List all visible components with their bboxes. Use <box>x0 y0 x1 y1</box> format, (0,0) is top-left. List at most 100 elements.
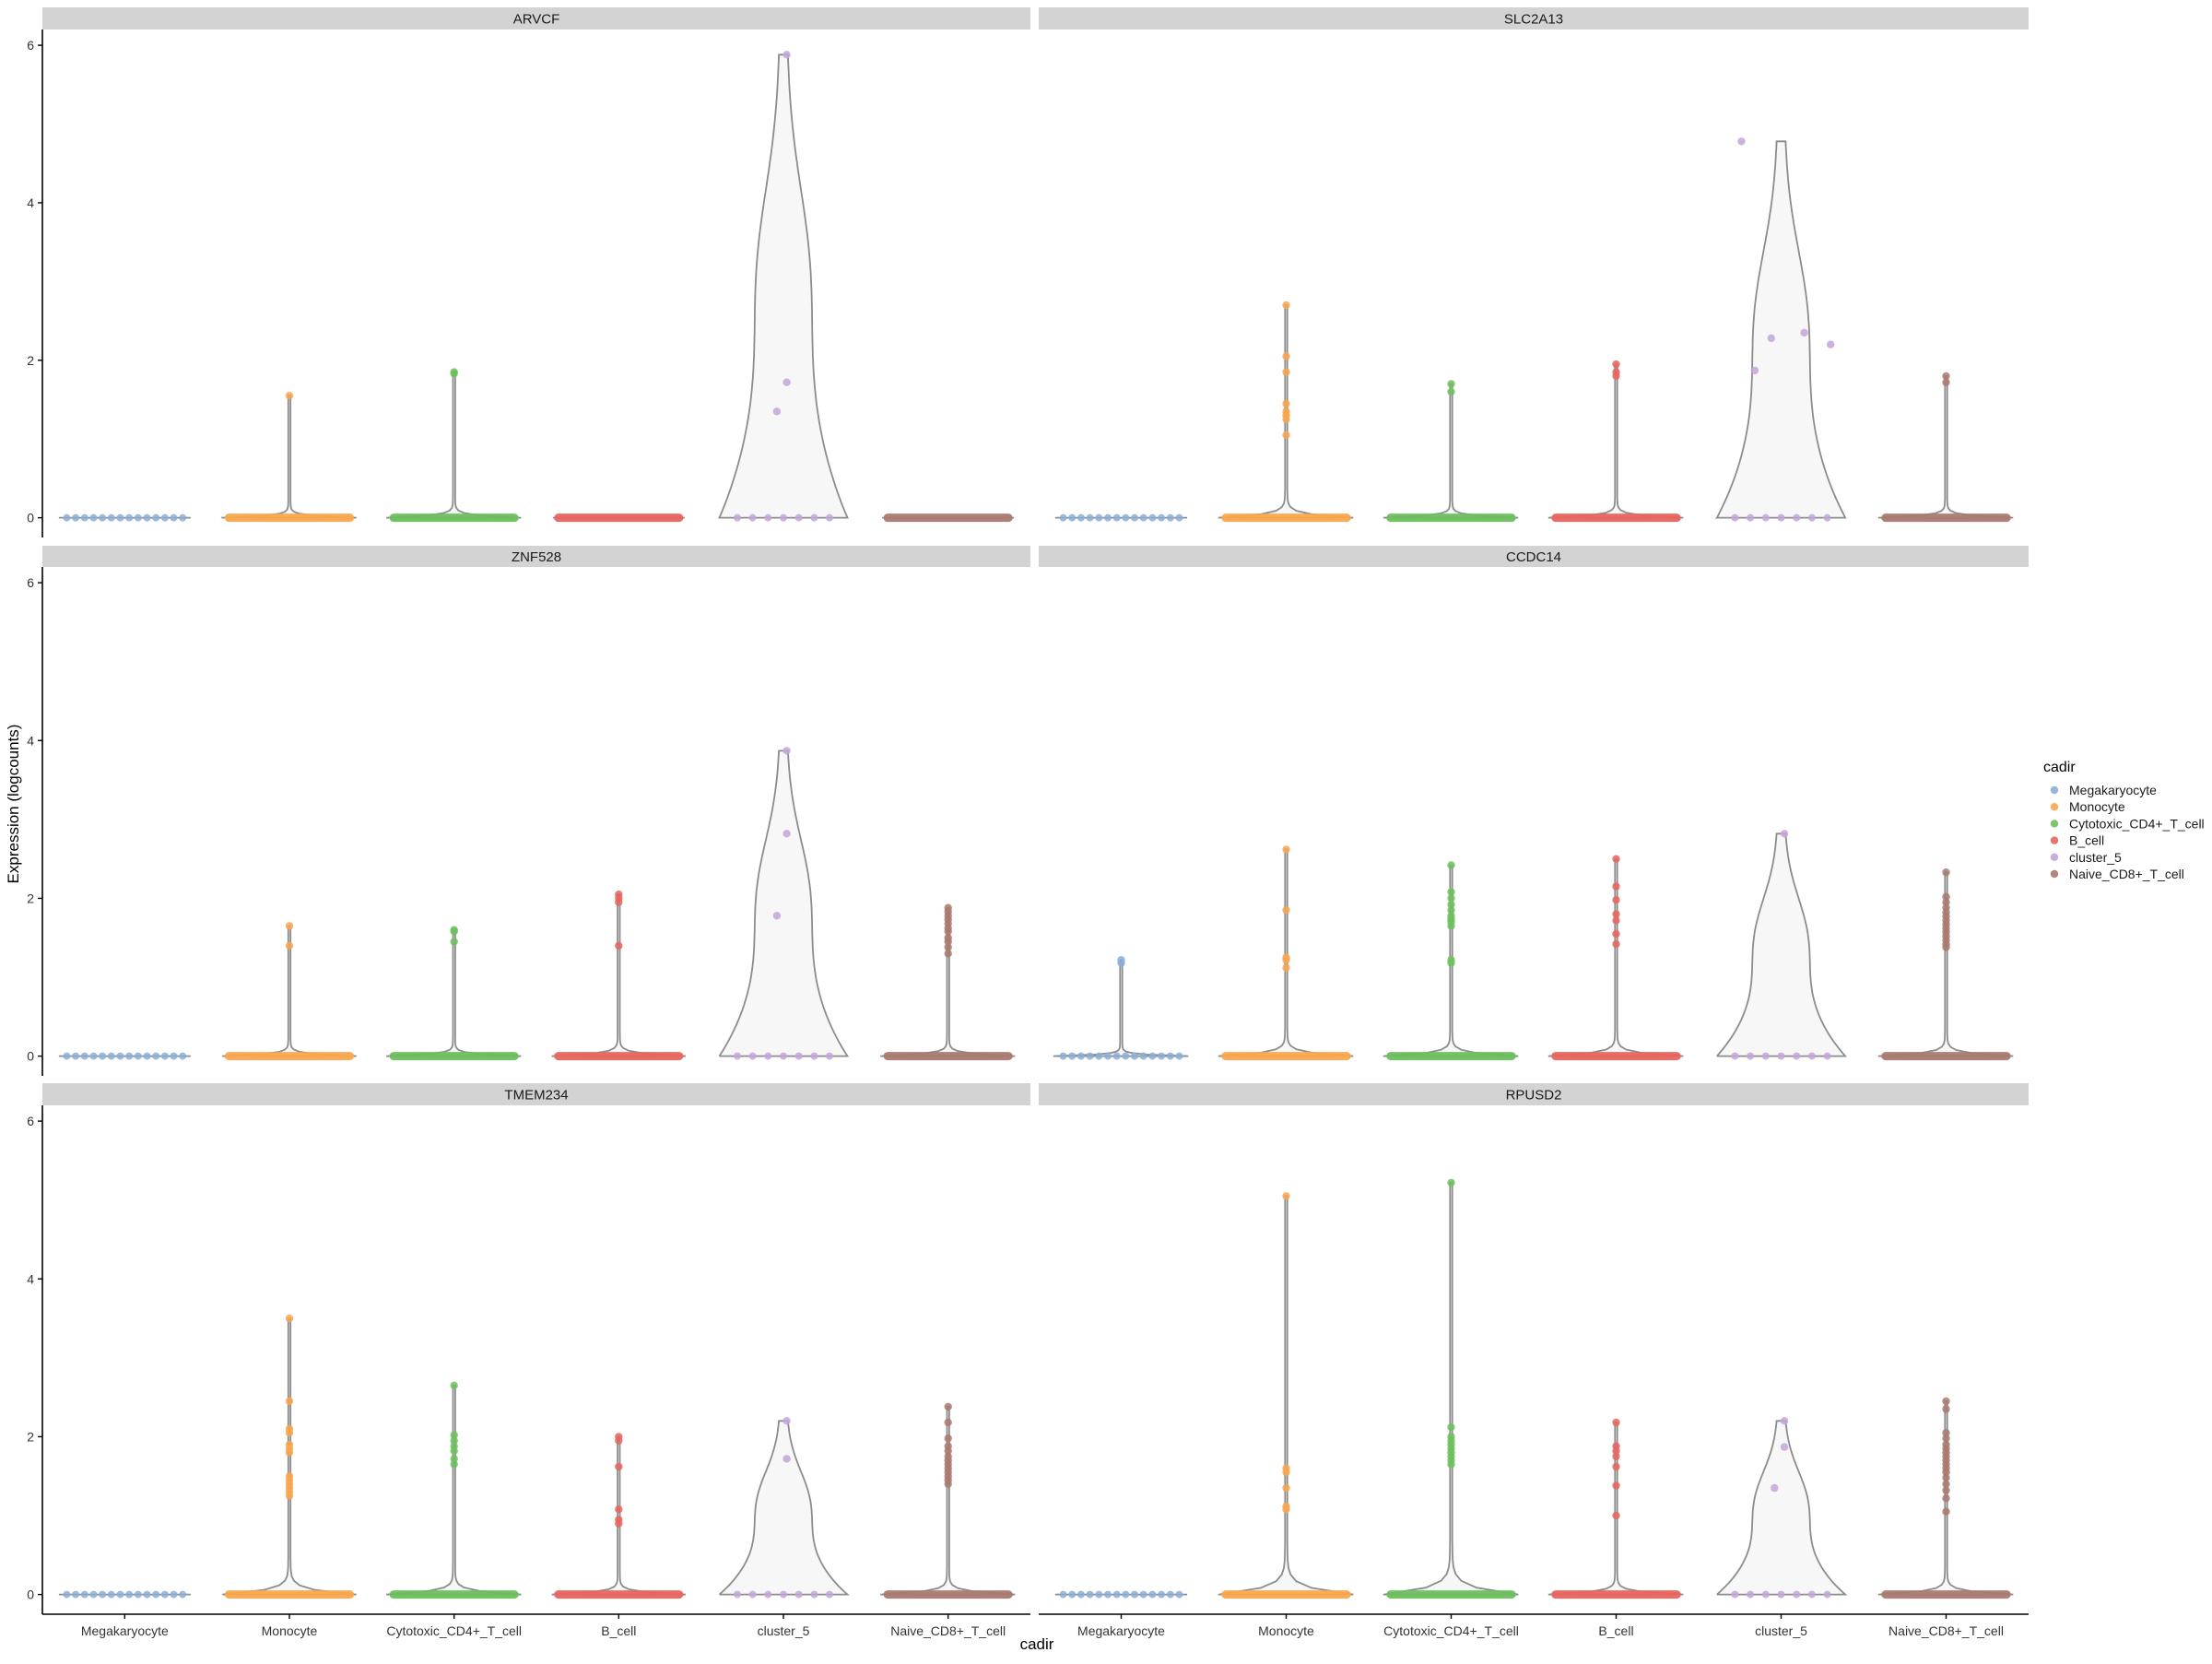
zero-point-band <box>554 1052 684 1061</box>
data-point <box>1942 1468 1950 1477</box>
violin-shape <box>220 395 357 519</box>
violin-group-cytotoxic-cd4-t-cell <box>1382 380 1519 523</box>
violin-group-cluster-5 <box>1716 1417 1848 1599</box>
data-point-zero <box>107 1052 115 1060</box>
data-point <box>944 1480 952 1489</box>
zero-point-band <box>1386 1590 1516 1599</box>
data-point-zero <box>734 513 741 522</box>
data-point-zero <box>1158 1052 1166 1060</box>
zero-point-band <box>389 1590 519 1599</box>
data-point-zero <box>1777 1590 1785 1599</box>
y-tick-label: 0 <box>27 1587 34 1602</box>
data-point-zero <box>99 1052 107 1060</box>
data-point <box>1612 360 1620 369</box>
x-tick-label: Cytotoxic_CD4+_T_cell <box>386 1623 522 1638</box>
data-point <box>1612 372 1620 381</box>
data-point-zero <box>143 1590 151 1599</box>
data-point-zero <box>179 513 187 522</box>
data-point-zero <box>1807 513 1816 522</box>
data-point-zero <box>1095 1590 1103 1599</box>
data-point <box>1942 1507 1950 1516</box>
data-point-zero <box>748 1590 757 1599</box>
x-tick-label: B_cell <box>1598 1623 1633 1638</box>
data-point-zero <box>134 513 142 522</box>
data-point <box>1612 1481 1620 1490</box>
legend-swatch <box>2050 785 2059 795</box>
data-point <box>450 1446 458 1456</box>
violin-group-monocyte <box>220 392 357 523</box>
violin-shape <box>386 928 522 1057</box>
y-tick-label: 2 <box>27 353 34 368</box>
data-point-zero <box>1793 1590 1801 1599</box>
violin-group-cytotoxic-cd4-t-cell <box>386 368 522 523</box>
data-point-zero <box>116 1590 124 1599</box>
data-point-zero <box>780 1590 787 1599</box>
data-point <box>1447 380 1455 388</box>
violin-shape <box>1383 1182 1519 1596</box>
data-point <box>615 1462 623 1471</box>
panel-arvcf: ARVCF 0 2 4 6 <box>27 7 1030 537</box>
violin-group-cytotoxic-cd4-t-cell <box>386 926 522 1061</box>
zero-point-band <box>1551 1590 1681 1599</box>
zero-point-band <box>224 1052 355 1061</box>
x-tick-label: Megakaryocyte <box>81 1623 169 1638</box>
data-point <box>1282 301 1290 310</box>
data-point-zero <box>794 513 803 522</box>
data-point <box>285 392 294 400</box>
data-point-zero <box>152 1590 160 1599</box>
violin-group-monocyte <box>1218 1192 1354 1599</box>
legend-label: cluster_5 <box>2069 850 2122 865</box>
data-point-zero <box>80 1052 88 1060</box>
x-tick-label: Naive_CD8+_T_cell <box>1888 1623 2004 1638</box>
data-point-zero <box>80 513 88 522</box>
data-point <box>450 1381 458 1390</box>
data-point-zero <box>826 1052 833 1060</box>
facet-strip <box>1039 546 2029 567</box>
data-point-zero <box>1777 1052 1785 1060</box>
data-point <box>944 1402 952 1411</box>
data-point-zero <box>1747 1590 1755 1599</box>
zero-point-band <box>1551 1052 1681 1061</box>
legend-swatch <box>2050 820 2059 828</box>
data-point <box>1800 328 1808 337</box>
data-point <box>285 1429 294 1437</box>
violin-shape <box>1053 959 1189 1057</box>
violin-group-monocyte <box>222 1314 357 1599</box>
data-point <box>285 1448 294 1457</box>
data-point-zero <box>1122 1590 1130 1599</box>
data-point <box>1780 830 1789 838</box>
data-point <box>1282 415 1290 424</box>
panel-znf528: ZNF528 0 2 4 6 <box>27 546 1030 1076</box>
violin-group-megakaryocyte <box>1054 1590 1188 1599</box>
data-point-zero <box>1131 1590 1138 1599</box>
legend-swatch <box>2050 836 2059 844</box>
data-point-zero <box>1086 1590 1094 1599</box>
data-point <box>1447 906 1455 915</box>
zero-point-band <box>1221 513 1351 523</box>
data-point-zero <box>1148 513 1157 522</box>
data-point-zero <box>1166 1052 1174 1060</box>
data-point-zero <box>1761 513 1770 522</box>
data-point-zero <box>170 513 178 522</box>
data-point-zero <box>1139 1052 1147 1060</box>
violin-group-naive-cd8-t-cell <box>1878 868 2014 1061</box>
data-point-zero <box>179 1052 187 1060</box>
zero-point-band <box>1386 513 1516 523</box>
x-tick-label: Monocyte <box>262 1623 318 1638</box>
data-point <box>615 1505 623 1514</box>
data-point-zero <box>1112 1052 1121 1060</box>
data-point <box>1750 366 1759 375</box>
data-point-zero <box>99 513 107 522</box>
data-point <box>1447 861 1455 869</box>
data-point-zero <box>1175 1052 1183 1060</box>
data-point-zero <box>1158 513 1166 522</box>
data-point <box>1612 910 1620 918</box>
violin-group-naive-cd8-t-cell <box>1878 1397 2014 1599</box>
data-point <box>1612 855 1620 863</box>
violin-group-naive-cd8-t-cell <box>882 513 1015 523</box>
data-point <box>782 1455 791 1463</box>
data-point-zero <box>63 1052 71 1060</box>
data-point <box>615 1436 623 1445</box>
facet-label: ARVCF <box>513 12 560 28</box>
